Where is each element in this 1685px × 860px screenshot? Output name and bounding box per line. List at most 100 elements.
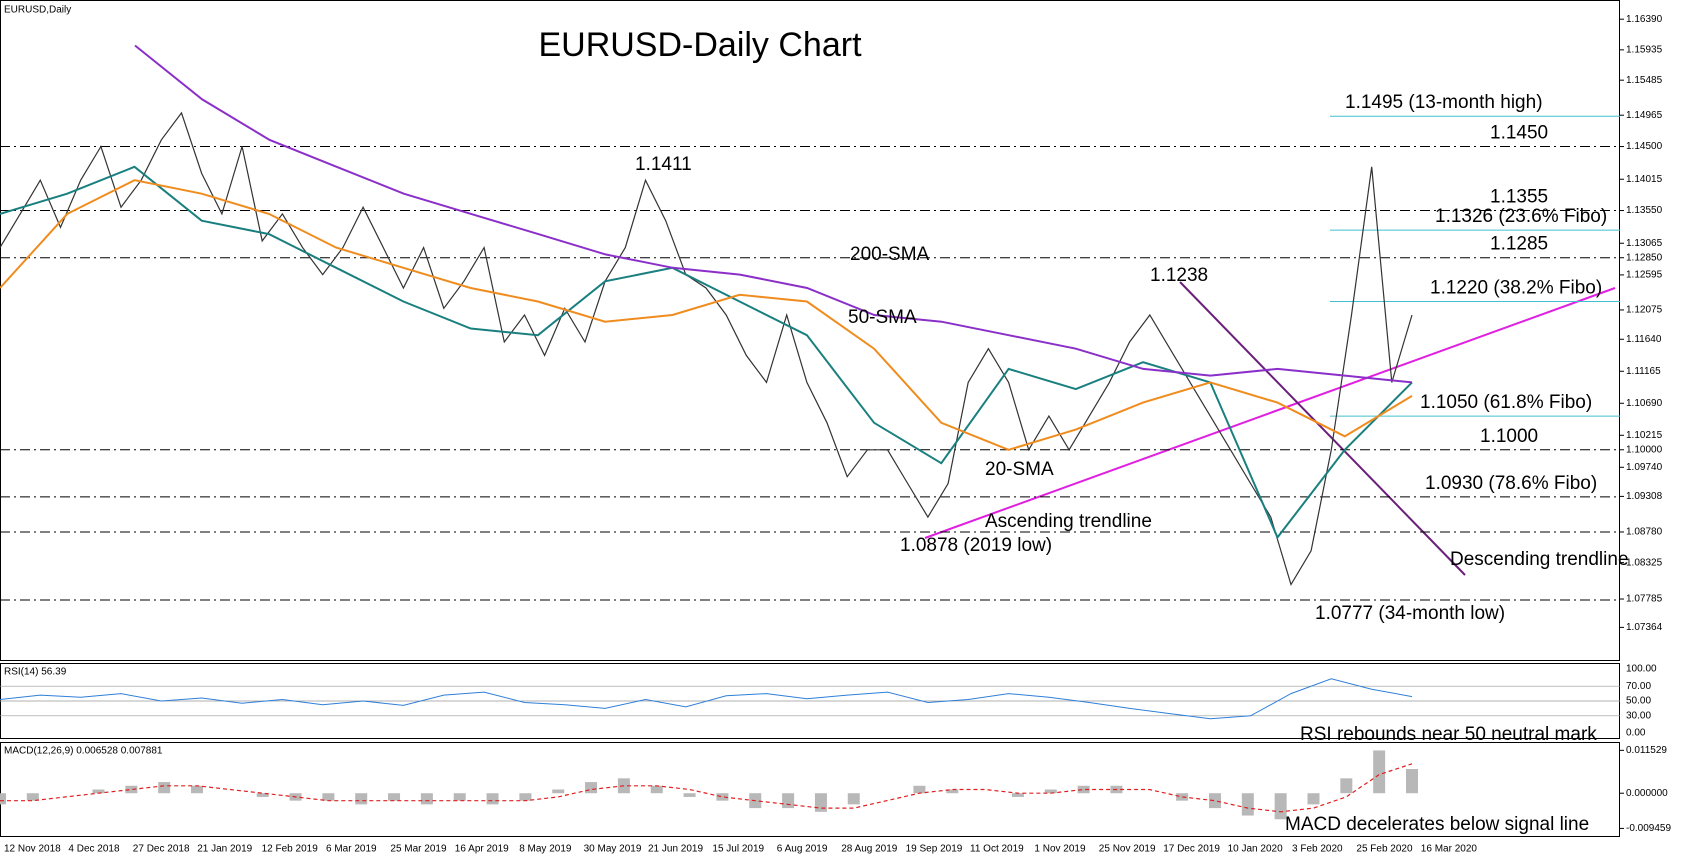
rsi-tick-label: 50.00 xyxy=(1626,696,1651,707)
y-tick-label: 1.12850 xyxy=(1626,252,1663,263)
macd-bar xyxy=(1274,793,1287,820)
x-tick-label: 28 Aug 2019 xyxy=(841,844,898,855)
x-tick-label: 3 Feb 2020 xyxy=(1292,844,1343,855)
rsi-note: RSI rebounds near 50 neutral mark xyxy=(1300,724,1597,745)
y-tick-label: 1.13550 xyxy=(1626,205,1663,216)
x-tick-label: 6 Aug 2019 xyxy=(777,844,828,855)
x-tick-label: 27 Dec 2018 xyxy=(133,844,190,855)
y-tick-label: 1.14965 xyxy=(1626,110,1663,121)
level-label: 1.1220 (38.2% Fibo) xyxy=(1430,278,1602,299)
macd-bar xyxy=(453,793,466,801)
macd-bar xyxy=(946,789,959,794)
x-tick-label: 10 Jan 2020 xyxy=(1228,844,1283,855)
rsi-line xyxy=(0,678,1413,720)
ascending-trendline xyxy=(924,287,1616,539)
y-tick-label: 1.16390 xyxy=(1626,14,1663,25)
y-tick-label: 1.10000 xyxy=(1626,444,1663,455)
macd-bar xyxy=(782,793,795,809)
symbol-label: EURUSD,Daily xyxy=(4,5,71,16)
macd-bar xyxy=(650,785,663,794)
y-tick-label: 1.07364 xyxy=(1626,622,1663,633)
macd-bar xyxy=(191,785,204,794)
y-tick-label: 1.11640 xyxy=(1626,334,1662,345)
macd-frame xyxy=(0,742,1620,837)
annotation: 1.1411 xyxy=(635,154,692,175)
macd-bar xyxy=(1044,789,1057,794)
level-label: 1.1326 (23.6% Fibo) xyxy=(1435,206,1607,227)
y-tick-label: 1.15935 xyxy=(1626,44,1663,55)
macd-bar xyxy=(1406,769,1418,794)
macd-bar xyxy=(1340,778,1353,794)
macd-bar xyxy=(1011,793,1024,797)
level-label: 1.1355 xyxy=(1490,187,1548,208)
y-tick-label: 1.08325 xyxy=(1626,557,1663,568)
y-tick-label: 1.09308 xyxy=(1626,491,1663,502)
rsi-tick-label: 70.00 xyxy=(1626,681,1651,692)
x-tick-label: 12 Nov 2018 xyxy=(4,844,61,855)
x-tick-label: 16 Apr 2019 xyxy=(455,844,509,855)
level-label: 1.0930 (78.6% Fibo) xyxy=(1425,473,1597,494)
x-tick-label: 19 Sep 2019 xyxy=(906,844,963,855)
macd-bar xyxy=(1241,793,1254,816)
chart-title: EURUSD-Daily Chart xyxy=(538,26,862,64)
x-tick-label: 4 Dec 2018 xyxy=(68,844,120,855)
x-tick-label: 30 May 2019 xyxy=(584,844,642,855)
x-tick-label: 8 May 2019 xyxy=(519,844,572,855)
macd-bar xyxy=(1208,793,1221,809)
series-line xyxy=(0,111,1413,586)
macd-bar xyxy=(683,793,696,797)
x-tick-label: 21 Jun 2019 xyxy=(648,844,703,855)
y-tick-label: 1.14500 xyxy=(1626,141,1663,152)
level-label: 1.1495 (13-month high) xyxy=(1345,92,1543,113)
y-tick-label: 1.07785 xyxy=(1626,594,1663,605)
macd-bar xyxy=(486,793,499,805)
macd-tick-label: 0.011529 xyxy=(1626,745,1667,756)
level-label: 1.1000 xyxy=(1480,426,1538,447)
macd-note: MACD decelerates below signal line xyxy=(1285,814,1589,835)
x-tick-label: 25 Feb 2020 xyxy=(1356,844,1413,855)
annotation: Descending trendline xyxy=(1450,549,1629,570)
y-tick-label: 1.10690 xyxy=(1626,398,1663,409)
rsi-tick-label: 100.00 xyxy=(1626,664,1657,675)
macd-bar xyxy=(913,785,926,794)
macd-bar xyxy=(158,782,171,794)
series-line xyxy=(0,165,1413,540)
macd-bar xyxy=(1373,750,1386,794)
y-tick-label: 1.14015 xyxy=(1626,174,1663,185)
series-label: 50-SMA xyxy=(848,307,917,328)
rsi-tick-label: 0.00 xyxy=(1626,728,1646,739)
macd-bar xyxy=(322,793,335,801)
x-tick-label: 16 Mar 2020 xyxy=(1421,844,1478,855)
macd-bar xyxy=(814,793,827,812)
macd-bar xyxy=(388,793,401,801)
x-tick-label: 25 Mar 2019 xyxy=(390,844,447,855)
series-label: 20-SMA xyxy=(985,459,1054,480)
macd-bar xyxy=(552,789,565,794)
macd-bar xyxy=(847,793,860,805)
x-tick-label: 21 Jan 2019 xyxy=(197,844,252,855)
macd-bar xyxy=(355,793,368,805)
level-label: 1.1450 xyxy=(1490,123,1548,144)
x-tick-label: 6 Mar 2019 xyxy=(326,844,377,855)
rsi-header: RSI(14) 56.39 xyxy=(4,667,67,678)
macd-bar xyxy=(125,785,138,794)
x-tick-label: 17 Dec 2019 xyxy=(1163,844,1220,855)
y-tick-label: 1.12075 xyxy=(1626,305,1663,316)
macd-tick-label: 0.000000 xyxy=(1626,788,1668,799)
main-frame xyxy=(0,0,1620,661)
annotation: 1.1238 xyxy=(1150,265,1208,286)
y-tick-label: 1.08780 xyxy=(1626,527,1663,538)
level-label: 1.0878 (2019 low) xyxy=(900,535,1052,556)
x-tick-label: 11 Oct 2019 xyxy=(970,844,1024,855)
y-tick-label: 1.11165 xyxy=(1626,366,1661,377)
macd-bar xyxy=(0,793,6,805)
macd-bar xyxy=(92,789,105,794)
macd-bar xyxy=(585,782,598,794)
series-line xyxy=(134,44,1413,384)
y-tick-label: 1.12595 xyxy=(1626,270,1663,281)
y-tick-label: 1.13065 xyxy=(1626,238,1663,249)
level-label: 1.1050 (61.8% Fibo) xyxy=(1420,392,1592,413)
annotation: Ascending trendline xyxy=(985,511,1152,532)
series-line xyxy=(0,179,1413,451)
